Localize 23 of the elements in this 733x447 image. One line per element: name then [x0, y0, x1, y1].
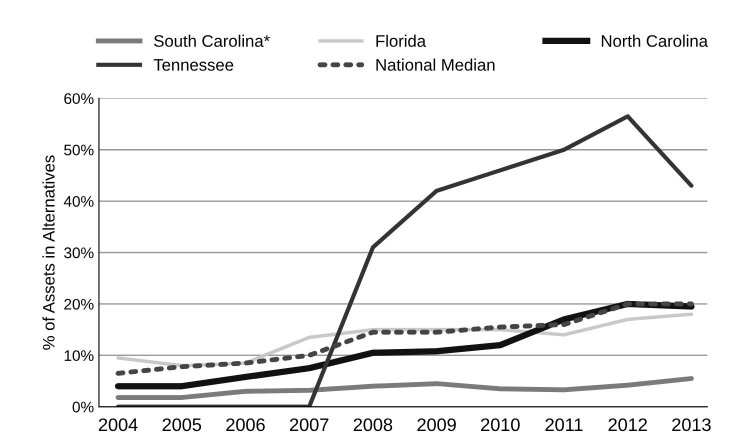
x-tick-label: 2009 [417, 418, 456, 432]
y-tick-label: 0% [72, 402, 94, 412]
y-tick-label: 20% [64, 298, 94, 310]
legend-label: National Median [376, 58, 494, 71]
legend-label: Tennessee [154, 59, 234, 71]
legend-label: North Carolina [602, 34, 708, 47]
y-tick-label: 40% [64, 196, 94, 207]
y-axis-title: % of Assets in Alternatives [42, 155, 55, 350]
legend-label: South Carolina* [154, 34, 270, 47]
x-tick-label: 2006 [226, 418, 265, 432]
y-tick-label: 50% [64, 144, 94, 156]
x-tick-label: 2005 [162, 418, 202, 432]
y-tick-label: 60% [64, 93, 94, 104]
x-tick-label: 2013 [672, 418, 711, 432]
x-tick-label: 2004 [98, 418, 138, 432]
x-tick-label: 2008 [354, 418, 392, 432]
y-tick-label: 30% [64, 247, 94, 258]
x-tick-label: 2007 [290, 418, 328, 432]
legend-label: Florida [376, 34, 426, 47]
x-tick-label: 2010 [481, 418, 520, 432]
x-tick-label: 2012 [608, 418, 647, 432]
x-tick-label: 2011 [546, 418, 583, 432]
y-tick-label: 10% [64, 350, 94, 362]
